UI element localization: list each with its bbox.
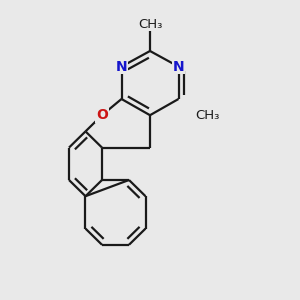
Text: N: N xyxy=(116,60,127,74)
Text: N: N xyxy=(173,60,184,74)
Text: O: O xyxy=(96,108,108,122)
Text: CH₃: CH₃ xyxy=(195,109,219,122)
Text: CH₃: CH₃ xyxy=(138,17,162,31)
